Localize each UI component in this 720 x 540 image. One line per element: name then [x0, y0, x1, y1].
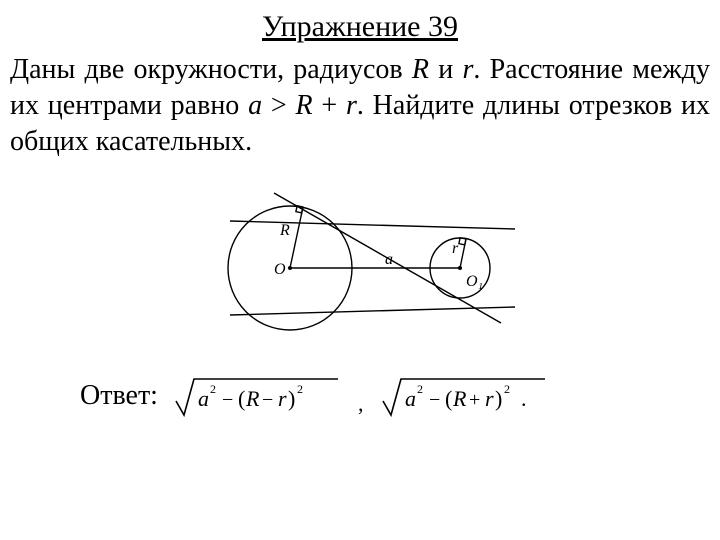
svg-text:2: 2 — [297, 382, 303, 396]
svg-text:R: R — [279, 222, 290, 239]
formula-external-tangent: a2−(R−r)2 — [172, 371, 342, 421]
svg-text:(: ( — [445, 386, 452, 411]
svg-text:.: . — [521, 386, 527, 411]
formula-internal-tangent: a2−(R+r)2. — [379, 371, 559, 421]
svg-text:−: − — [222, 389, 233, 411]
tangent-circles-diagram: O O₁ Rr a — [190, 173, 530, 353]
svg-text:r: r — [278, 386, 287, 411]
svg-text:): ) — [495, 386, 502, 411]
exercise-title: Упражнение 39 — [10, 10, 710, 44]
answer-row: Ответ: a2−(R−r)2 , a2−(R+r)2. — [10, 371, 710, 421]
problem-text: Даны две окружности, радиусов R и r. Рас… — [10, 52, 710, 159]
svg-text:R: R — [452, 386, 467, 411]
svg-text:2: 2 — [417, 382, 423, 396]
answer-label: Ответ: — [80, 380, 158, 412]
svg-text:(: ( — [238, 386, 245, 411]
svg-text:a: a — [385, 251, 393, 268]
svg-text:+: + — [469, 389, 480, 411]
svg-text:): ) — [288, 386, 295, 411]
svg-text:r: r — [485, 386, 494, 411]
svg-text:a: a — [198, 386, 209, 411]
svg-text:−: − — [262, 389, 273, 411]
svg-text:2: 2 — [504, 382, 510, 396]
svg-text:−: − — [429, 389, 440, 411]
svg-text:a: a — [405, 386, 416, 411]
svg-text:r: r — [452, 240, 459, 257]
svg-text:2: 2 — [210, 382, 216, 396]
separator-comma: , — [356, 391, 366, 417]
svg-text:O: O — [274, 261, 286, 278]
svg-text:O₁: O₁ — [466, 273, 483, 290]
svg-text:R: R — [245, 386, 260, 411]
